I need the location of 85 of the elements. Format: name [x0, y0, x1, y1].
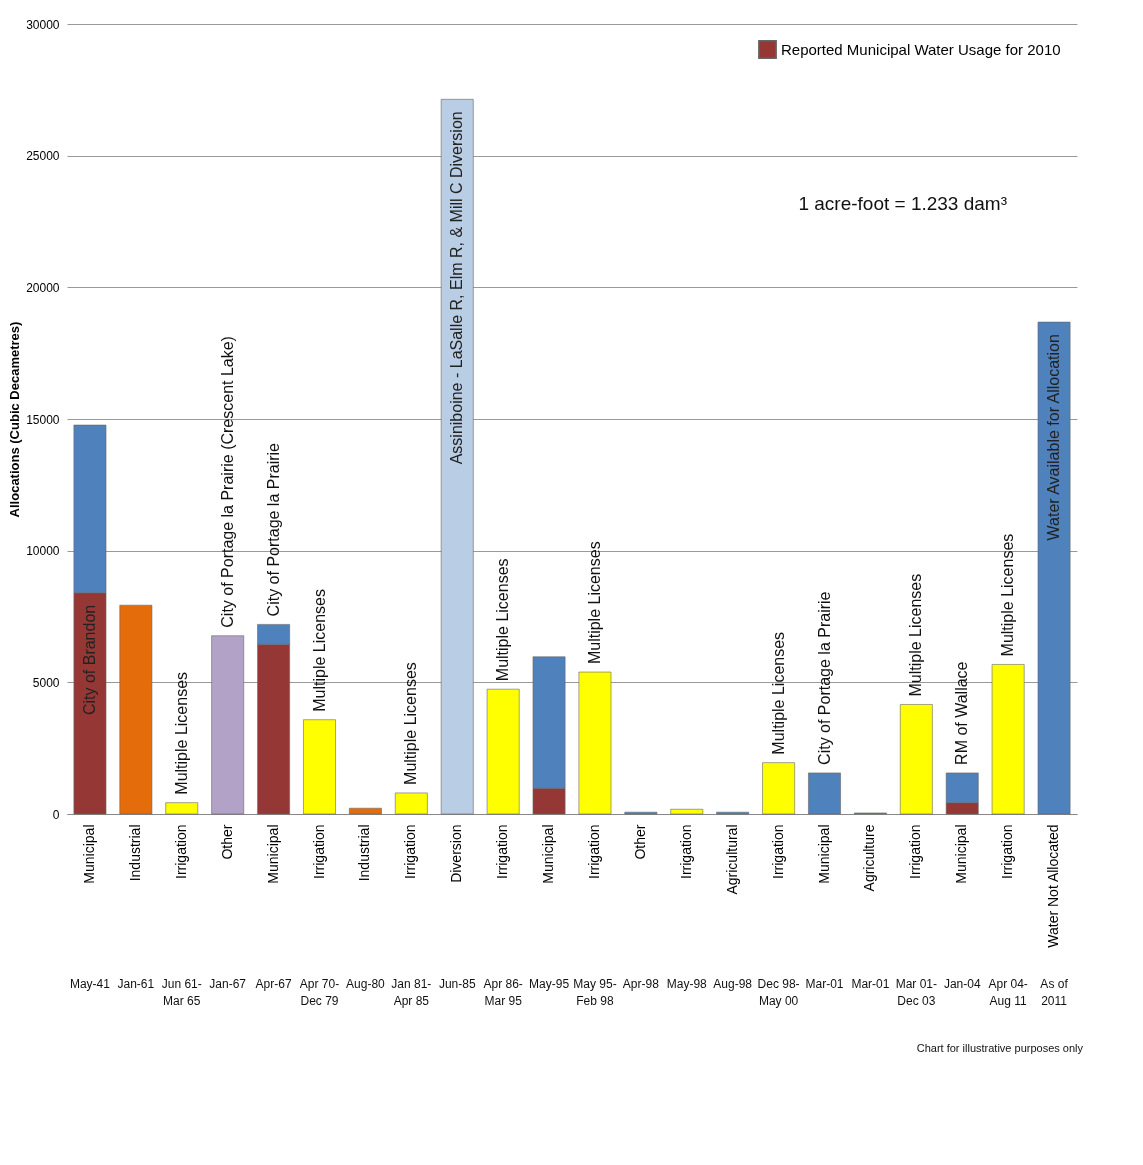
text: Chart for illustrative purposes only — [916, 1042, 1084, 1054]
x-tick-label: Industrial — [126, 824, 143, 882]
bar — [762, 762, 795, 815]
data-label: Multiple Licenses — [494, 558, 512, 682]
data-label: Multiple Licenses — [402, 662, 420, 785]
text: Dec 98-May 00 — [757, 977, 800, 1008]
text: Mar 01-Dec 03 — [895, 977, 937, 1008]
data-label: Multiple Licenses — [769, 631, 787, 755]
x-tick-label: Municipal — [953, 824, 970, 884]
bar — [211, 635, 245, 815]
y-tick-label: 20000 — [26, 280, 60, 295]
x-tick-label: Irrigation — [907, 824, 924, 879]
data-label: Multiple Licenses — [310, 588, 328, 712]
text: Aug-80 — [346, 977, 386, 991]
text: Mar-01 — [805, 977, 844, 991]
bar — [303, 719, 336, 815]
x-tick-label: Municipal — [540, 824, 557, 884]
data-label: RM of Wallace — [953, 661, 971, 765]
text: Jun 61-Mar 65 — [161, 977, 202, 1008]
x-tick-label: Irrigation — [585, 824, 602, 879]
data-label: Multiple Licenses — [999, 533, 1017, 657]
text: Jun-85 — [438, 977, 476, 991]
x-tick-label: Agricultural — [723, 824, 740, 895]
y-tick-label: 15000 — [26, 412, 60, 427]
x-tick-label: Municipal — [264, 824, 281, 884]
x-tick-label: Irrigation — [310, 824, 327, 879]
y-axis-title: Allocations (Cubic Decametres) — [7, 321, 23, 518]
text: Apr-98 — [622, 977, 660, 991]
annotation: 1 acre-foot = 1.233 dam³ — [798, 193, 1007, 214]
text: As of 2011 — [1040, 977, 1069, 1008]
bar — [440, 99, 474, 815]
bar — [1037, 321, 1071, 815]
text: Apr 04-Aug 11 — [988, 977, 1028, 1008]
data-label: Multiple Licenses — [907, 573, 925, 697]
data-label: City of Portage la Prairie — [264, 442, 282, 617]
text: Apr 86-Mar 95 — [483, 977, 523, 1008]
x-tick-label: Irrigation — [769, 824, 786, 879]
x-tick-label: Irrigation — [172, 824, 189, 879]
text: May-95 — [529, 977, 570, 991]
bar — [670, 808, 704, 815]
y-tick-label: 0 — [52, 807, 60, 822]
x-tick-label: Irrigation — [677, 824, 694, 879]
bar — [165, 802, 199, 815]
text: Jan 81-Apr 85 — [391, 977, 432, 1008]
x-tick-label: Industrial — [356, 824, 373, 882]
x-tick-label: Other — [631, 824, 648, 860]
data-label: Multiple Licenses — [585, 541, 603, 665]
bar — [394, 792, 428, 815]
bar — [349, 807, 382, 815]
y-tick-label: 5000 — [32, 675, 60, 690]
x-tick-label: Irrigation — [999, 824, 1016, 879]
data-label: City of Brandon — [80, 604, 98, 716]
text: May 95-Feb 98 — [573, 977, 617, 1008]
data-label: Water Available for Allocation — [1045, 334, 1063, 541]
bar — [899, 704, 933, 815]
data-label: City of Portage la Prairie (Crescent Lake) — [218, 336, 236, 628]
text: Aug-98 — [713, 977, 753, 991]
x-tick-label: Municipal — [80, 824, 97, 884]
y-tick-label: 30000 — [26, 17, 60, 32]
data-label: Multiple Licenses — [172, 671, 190, 795]
text: May-41 — [69, 977, 111, 991]
x-tick-label: Agriculture — [861, 824, 878, 892]
text: Apr-67 — [255, 977, 292, 991]
bar — [578, 671, 612, 815]
x-tick-label: Water Not Allocated — [1045, 824, 1062, 948]
bar — [119, 604, 153, 815]
bar — [991, 664, 1025, 815]
text: May-98 — [666, 977, 708, 991]
x-tick-label: Other — [218, 824, 235, 860]
y-tick-label: 10000 — [26, 544, 60, 559]
text: Jan-67 — [209, 977, 247, 991]
text: Mar-01 — [851, 977, 890, 991]
x-tick-label: Irrigation — [402, 824, 419, 879]
text: Jan-61 — [117, 977, 155, 991]
bar — [486, 688, 520, 815]
y-tick-label: 25000 — [26, 149, 60, 164]
bar — [808, 772, 841, 815]
text: Apr 70-Dec 79 — [299, 977, 340, 1008]
x-tick-label: Irrigation — [494, 824, 511, 879]
data-label: City of Portage la Prairie — [815, 591, 833, 765]
data-label: Assiniboine - LaSalle R, Elm R, & Mill C Diversion — [448, 111, 466, 465]
x-tick-label: Diversion — [448, 824, 465, 883]
legend-label: Reported Municipal Water Usage for 2010 — [781, 40, 1061, 58]
x-tick-label: Municipal — [815, 824, 832, 884]
text: Jan-04 — [943, 977, 981, 991]
